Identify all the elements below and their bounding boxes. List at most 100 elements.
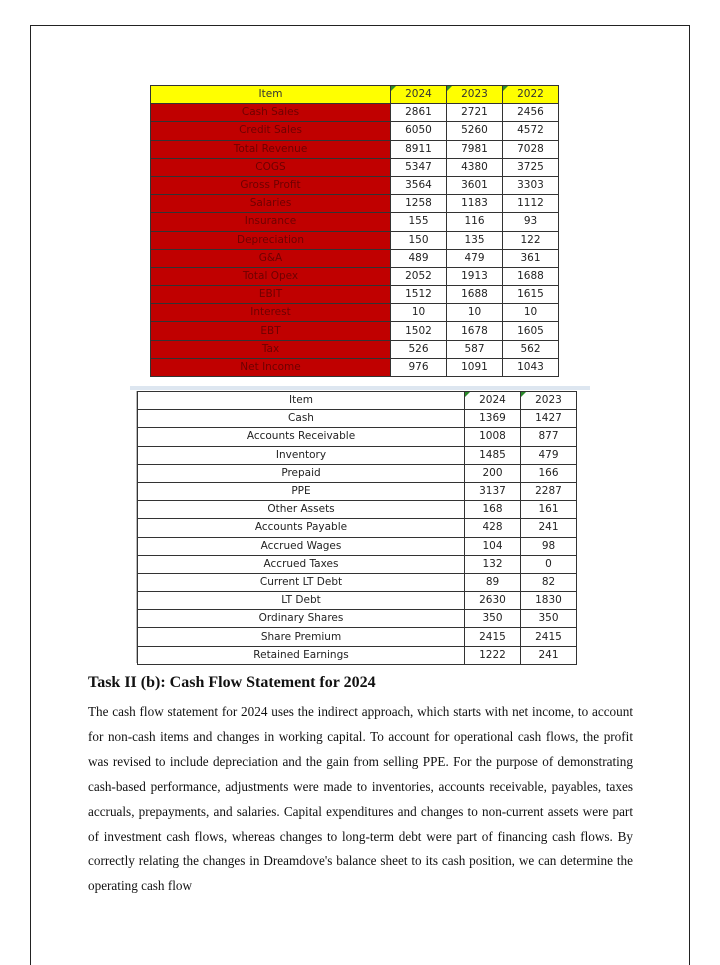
- cell-value: 3601: [446, 175, 503, 196]
- cell-value: 2415: [520, 627, 577, 647]
- table-row: Cash 1369 1427: [137, 409, 577, 429]
- cell-value: 161: [520, 500, 577, 520]
- header-year: 2023: [446, 84, 503, 105]
- table-row: Net Income 976 1091 1043: [150, 357, 559, 378]
- cell-value: 4380: [446, 157, 503, 177]
- cell-value: 7028: [502, 139, 559, 159]
- cell-value: 361: [502, 248, 559, 268]
- cell-value: 82: [520, 572, 577, 593]
- cell-value: 976: [390, 357, 447, 378]
- cell-value: 1485: [464, 445, 521, 465]
- balance-sheet-table: Item 2024 2023 Cash 1369 1427 Accounts Receiva…: [137, 390, 577, 665]
- table-row: COGS 5347 4380 3725: [150, 157, 559, 177]
- cell-value: 1688: [446, 285, 503, 305]
- table-row: Accounts Receivable 1008 877: [137, 427, 577, 447]
- spreadsheet-header-strip: [130, 386, 590, 390]
- table-header-row: Item 2024 2023 2022: [150, 84, 559, 105]
- cell-value: 4572: [502, 121, 559, 141]
- table-row: PPE 3137 2287: [137, 481, 577, 502]
- cell-value: 1043: [502, 357, 559, 378]
- row-label: Salaries: [150, 194, 391, 214]
- table-row: EBIT 1512 1688 1615: [150, 285, 559, 305]
- row-label: Cash Sales: [150, 103, 391, 123]
- cell-value: 98: [520, 536, 577, 556]
- table-row: Depreciation 150 135 122: [150, 230, 559, 250]
- table-row: Cash Sales 2861 2721 2456: [150, 103, 559, 123]
- cell-value: 1688: [502, 266, 559, 287]
- row-label: Total Opex: [150, 266, 391, 287]
- cell-value: 3725: [502, 157, 559, 177]
- cell-value: 3303: [502, 175, 559, 196]
- cell-value: 2861: [390, 103, 447, 123]
- cell-value: 0: [520, 554, 577, 574]
- cell-value: 150: [390, 230, 447, 250]
- table-row: Insurance 155 116 93: [150, 212, 559, 232]
- header-year: 2022: [502, 84, 559, 105]
- row-label: Prepaid: [137, 463, 465, 483]
- income-statement-table: Item 2024 2023 2022 Cash Sales 2861 2721 2456 Cr…: [150, 84, 559, 378]
- table-row: EBT 1502 1678 1605: [150, 321, 559, 341]
- cell-value: 350: [520, 609, 577, 629]
- cell-value: 479: [446, 248, 503, 268]
- row-label: Ordinary Shares: [137, 609, 465, 629]
- row-label: PPE: [137, 481, 465, 502]
- cell-value: 1112: [502, 194, 559, 214]
- cell-value: 135: [446, 230, 503, 250]
- row-label: G&A: [150, 248, 391, 268]
- page-border: [30, 25, 690, 965]
- cell-value: 3564: [390, 175, 447, 196]
- cell-value: 489: [390, 248, 447, 268]
- cell-value: 1615: [502, 285, 559, 305]
- cell-value: 155: [390, 212, 447, 232]
- row-label: Interest: [150, 303, 391, 323]
- table-row: Accrued Wages 104 98: [137, 536, 577, 556]
- cell-value: 1183: [446, 194, 503, 214]
- cell-value: 2630: [464, 591, 521, 611]
- cell-value: 5260: [446, 121, 503, 141]
- cell-value: 89: [464, 572, 521, 593]
- row-label: EBT: [150, 321, 391, 341]
- cell-value: 93: [502, 212, 559, 232]
- header-year: 2024: [464, 390, 521, 411]
- cell-value: 1678: [446, 321, 503, 341]
- table-row: Retained Earnings 1222 241: [137, 645, 577, 665]
- cell-value: 104: [464, 536, 521, 556]
- cell-value: 122: [502, 230, 559, 250]
- cell-value: 587: [446, 339, 503, 359]
- row-label: LT Debt: [137, 591, 465, 611]
- row-label: Inventory: [137, 445, 465, 465]
- cell-value: 3137: [464, 481, 521, 502]
- table-row: Salaries 1258 1183 1112: [150, 194, 559, 214]
- cell-value: 10: [502, 303, 559, 323]
- row-label: Total Revenue: [150, 139, 391, 159]
- cell-value: 1427: [520, 409, 577, 429]
- cell-value: 1222: [464, 645, 521, 665]
- cell-value: 2721: [446, 103, 503, 123]
- cell-value: 8911: [390, 139, 447, 159]
- cell-value: 1512: [390, 285, 447, 305]
- cell-value: 7981: [446, 139, 503, 159]
- cell-value: 428: [464, 518, 521, 538]
- row-label: Accounts Payable: [137, 518, 465, 538]
- row-label: Net Income: [150, 357, 391, 378]
- row-number-column: [126, 391, 137, 663]
- cell-value: 200: [464, 463, 521, 483]
- table-row: Prepaid 200 166: [137, 463, 577, 483]
- table-row: Total Opex 2052 1913 1688: [150, 266, 559, 287]
- table-row: Gross Profit 3564 3601 3303: [150, 175, 559, 196]
- header-item: Item: [150, 84, 391, 105]
- table-row: Other Assets 168 161: [137, 500, 577, 520]
- table-row: Accrued Taxes 132 0: [137, 554, 577, 574]
- row-label: Tax: [150, 339, 391, 359]
- table-row: Ordinary Shares 350 350: [137, 609, 577, 629]
- cell-value: 10: [446, 303, 503, 323]
- cell-value: 877: [520, 427, 577, 447]
- header-year: 2023: [520, 390, 577, 411]
- table-header-row: Item 2024 2023: [137, 390, 577, 411]
- section-heading: Task II (b): Cash Flow Statement for 202…: [88, 674, 376, 691]
- cell-value: 241: [520, 518, 577, 538]
- cell-value: 5347: [390, 157, 447, 177]
- table-row: LT Debt 2630 1830: [137, 591, 577, 611]
- row-label: Credit Sales: [150, 121, 391, 141]
- row-label: Accrued Wages: [137, 536, 465, 556]
